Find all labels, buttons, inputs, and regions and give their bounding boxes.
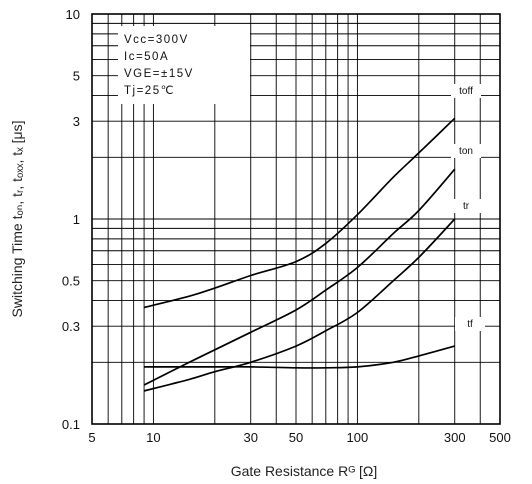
x-tick-label: 500 [489, 430, 511, 445]
condition-text: Vcc=300V [124, 34, 189, 46]
series-label-background [455, 317, 485, 331]
x-tick-label: 50 [289, 430, 303, 445]
tick-labels: 5 10 30 50 100 300 500 0.1 0.3 0.5 1 3 5 10 [62, 7, 511, 445]
series-line-ton [143, 168, 456, 386]
condition-text: Tj=25℃ [124, 85, 175, 97]
conditions-background [118, 26, 250, 104]
series-label-background [451, 144, 481, 158]
series-label-toff: toff [459, 86, 473, 97]
series-line-toff [143, 117, 456, 309]
condition-text: VGE=±15V [124, 68, 194, 80]
conditions-box: Vcc=300V Ic=50A VGE=±15V Tj=25℃ [118, 26, 250, 104]
x-tick-label: 100 [347, 430, 369, 445]
series-line-tr [143, 218, 456, 392]
series-label-ton: ton [459, 146, 473, 157]
plot-frame [91, 13, 501, 425]
series-label-background [451, 199, 481, 213]
series-label-tf: tf [467, 319, 473, 330]
x-axis-label: Gate Resistance Rᴳ [Ω] [231, 463, 378, 479]
x-tick-label: 300 [444, 430, 466, 445]
y-tick-label: 1 [73, 212, 80, 227]
series-label-tr: tr [463, 201, 470, 212]
y-tick-label: 3 [73, 114, 80, 129]
x-tick-label: 5 [88, 430, 95, 445]
y-tick-label: 0.1 [62, 417, 80, 432]
x-tick-label: 10 [146, 430, 160, 445]
y-tick-label: 5 [73, 69, 80, 84]
x-tick-label: 30 [244, 430, 258, 445]
series-line-tf [144, 345, 455, 369]
y-tick-label: 10 [66, 7, 80, 22]
series-curves: toff ton tr tf [143, 84, 485, 392]
y-axis-label: Switching Time tₒₙ, tᵣ, tₒₓₓ, tₓ [μs] [9, 121, 25, 318]
series-label-background [451, 84, 481, 98]
condition-text: Ic=50A [124, 51, 169, 63]
y-tick-label: 0.5 [62, 274, 80, 289]
y-tick-label: 0.3 [62, 319, 80, 334]
